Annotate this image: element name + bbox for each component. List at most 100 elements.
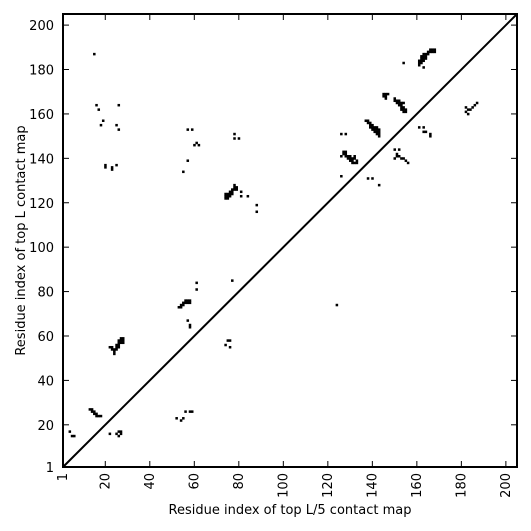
contact-point [417,59,421,63]
contact-point [235,186,239,189]
contact-point [344,152,348,156]
x-axis-label: Residue index of top L/5 contact map [169,503,412,518]
contact-point [400,108,403,111]
contact-point [226,197,230,200]
contact-point [104,166,107,169]
contact-point [115,432,118,436]
contact-point [355,159,359,162]
contact-point [184,299,187,302]
x-tick-label: 40 [143,473,158,490]
contact-point [375,128,379,131]
diagonal-line [62,13,518,468]
contact-point [404,110,408,114]
contact-point [366,121,370,125]
contact-point [119,341,123,345]
contact-point [464,106,468,109]
contact-point [382,95,385,98]
contact-point [402,157,405,160]
contact-point [386,92,390,96]
contact-point [186,128,190,131]
contact-point [346,155,350,158]
contact-point [117,434,121,438]
contact-point [384,97,388,100]
contact-point [344,132,348,136]
contact-point [466,112,470,116]
x-tick-label: 120 [321,473,336,498]
contact-point [366,177,370,180]
contact-point [186,301,190,305]
contact-point [197,143,201,147]
contact-point [397,101,401,105]
contact-point [377,128,381,131]
contact-point [186,159,190,162]
contact-point [429,132,432,136]
contact-point [93,52,96,56]
contact-point [420,61,423,65]
contact-point [404,108,408,111]
contact-point [429,135,432,138]
contact-point [186,299,190,302]
contact-point [177,306,181,309]
contact-point [466,108,470,111]
contact-point [119,337,123,340]
x-tick-label: 100 [276,473,291,498]
contact-point [224,343,227,347]
contact-point [364,119,368,122]
contact-point [113,352,116,356]
contact-point [88,408,92,411]
contact-point [99,123,103,127]
contact-point [228,339,232,342]
contact-points [68,48,479,438]
contact-point [233,188,236,191]
contact-point [188,323,192,327]
contact-point [429,50,432,54]
contact-point [182,170,185,174]
contact-point [395,155,399,158]
contact-point [182,417,185,420]
contact-point [400,103,403,107]
x-tick-label: 20 [98,473,113,490]
contact-point [344,150,348,154]
contact-point [397,99,401,103]
contact-point [464,110,468,114]
contact-point [424,52,428,56]
contact-point [90,410,94,413]
contact-point [226,339,230,342]
contact-point [424,57,428,60]
contact-point [117,345,121,349]
contact-point [117,103,121,107]
contact-point [342,150,345,154]
contact-point [353,161,356,165]
contact-point [179,303,183,307]
contact-point [393,99,397,103]
y-tick-label: 140 [29,152,54,167]
contact-point [426,50,430,54]
contact-point [68,430,72,433]
contact-point [402,106,405,109]
contact-point [471,106,474,109]
contact-point [190,128,194,131]
contact-point [115,163,118,167]
contact-point [226,192,230,196]
contact-point [90,408,94,411]
contact-point [351,161,354,165]
contact-point [101,119,105,122]
contact-point [395,99,399,103]
contact-point [237,137,241,140]
contact-point [233,186,236,189]
contact-point [393,97,397,100]
contact-point [188,299,192,302]
y-tick-label: 120 [29,197,54,212]
y-tick-label: 20 [37,419,54,434]
contact-point [93,410,96,413]
contact-point [255,210,259,214]
contact-point [340,155,343,158]
contact-point [117,430,121,433]
contact-point [422,55,425,58]
contact-point [255,203,259,207]
x-tick-label: 140 [365,473,380,498]
contact-point [431,48,434,51]
contact-point [119,430,123,433]
contact-point [375,132,379,136]
